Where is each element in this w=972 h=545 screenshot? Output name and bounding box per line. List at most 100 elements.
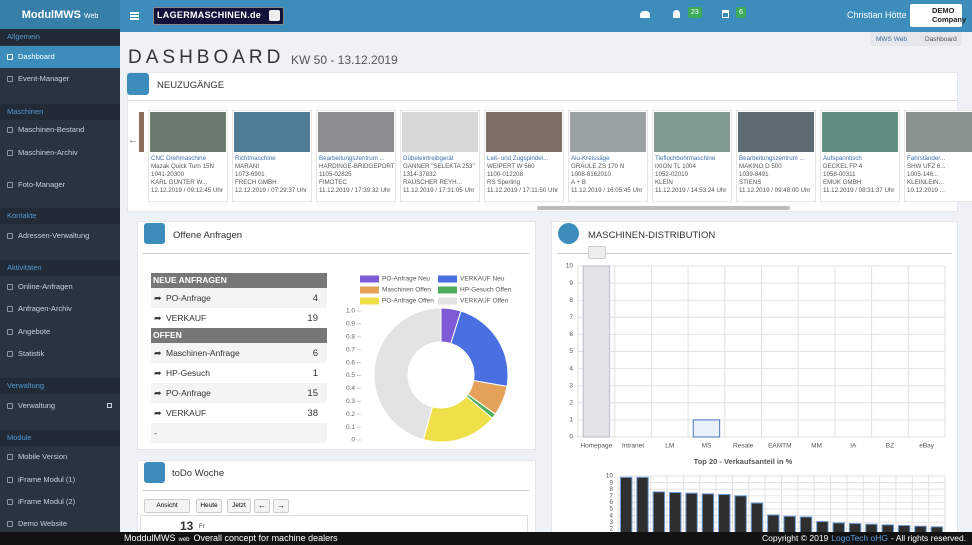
sidebar-section: Aktivitäten	[0, 260, 120, 276]
y-tick-label: 0.8	[346, 334, 355, 341]
doughnut-slice	[450, 310, 509, 387]
calendar-icon[interactable]	[722, 10, 729, 18]
card-line: 11.12.2019 / 08:31:37 Uhr	[823, 187, 895, 194]
y-tick-label: 0.5	[346, 372, 355, 379]
card-line: Bearbeitungszentrum ...	[319, 155, 385, 162]
sidebar-link[interactable]: Statistik	[18, 349, 45, 358]
bell-icon[interactable]	[673, 10, 680, 18]
card-line: Richtmaschine	[235, 155, 276, 162]
table-row	[151, 343, 327, 363]
card-line: 11.12.2019 / 16:05:45 Uhr	[571, 187, 643, 194]
card-image	[822, 112, 898, 152]
card-line: A + B	[571, 179, 586, 186]
legend-label: HP-Gesuch Offen	[460, 287, 512, 294]
sidebar-section: Kontakte	[0, 208, 120, 224]
row-name: Maschinen-Anfrage	[166, 348, 240, 358]
sidebar-icon	[7, 54, 13, 60]
legend-swatch	[438, 297, 457, 305]
sidebar-icon	[7, 306, 13, 312]
card-line: 1100-012208	[487, 171, 524, 178]
card-line: 10.12.2019 ...	[907, 187, 945, 194]
card-image	[150, 112, 226, 152]
y-tick-label: 10	[566, 263, 574, 270]
bar	[865, 523, 878, 532]
sidebar-icon	[7, 477, 13, 483]
sidebar-link[interactable]: Foto-Manager	[18, 180, 66, 189]
panel-divider	[143, 253, 529, 254]
y-tick-label: 3	[609, 519, 613, 526]
sidebar-icon	[7, 233, 13, 239]
toolbar-button[interactable]: Ansicht	[144, 499, 190, 513]
y-tick-label: 3	[569, 382, 573, 389]
sidebar-link[interactable]: Demo Website	[18, 519, 68, 528]
chart-button[interactable]	[588, 246, 606, 259]
bar	[930, 526, 944, 532]
bar	[685, 492, 698, 532]
sidebar-link[interactable]: iFrame Modul (2)	[18, 497, 76, 506]
sidebar-icon	[7, 76, 13, 82]
y-tick-label: 0.6	[346, 359, 355, 366]
chart-title: Top 20 - Verkaufsanteil in %	[694, 457, 793, 466]
sidebar-icon	[7, 329, 13, 335]
bar	[652, 491, 666, 532]
card-line: 1073-6901	[235, 171, 265, 178]
toolbar-button[interactable]: Jetzt	[227, 499, 251, 513]
users-icon[interactable]	[640, 11, 650, 18]
sidebar-link[interactable]: Anfragen-Archiv	[18, 304, 72, 313]
breadcrumb[interactable]: MWS Web	[876, 36, 907, 43]
menu-toggle[interactable]	[130, 12, 139, 14]
notification-badge: 23	[688, 7, 702, 18]
card-image	[486, 112, 562, 152]
brand-name: ModulMWS	[21, 9, 81, 21]
nav-button[interactable]: ←	[254, 499, 270, 513]
card-line: Mazak Quick Turn 15N	[151, 163, 214, 170]
card-line: Dübeleintreibgerät	[403, 155, 454, 162]
share-icon: ➦	[154, 388, 162, 398]
card-line: GRAULE ZS 170 N	[571, 163, 625, 170]
nav-button[interactable]: →	[273, 499, 289, 513]
bar	[734, 495, 747, 532]
sidebar-link[interactable]: Online-Anfragen	[18, 282, 73, 291]
toolbar-button[interactable]: Heute	[196, 499, 222, 513]
carousel-prev[interactable]: ←	[128, 135, 138, 146]
sidebar-link[interactable]: Dashboard	[18, 52, 55, 61]
footer-company[interactable]: LogoTech oHG	[831, 533, 888, 543]
x-tick-label: IA	[850, 443, 857, 450]
bar	[636, 476, 649, 532]
y-tick-label: 6	[569, 331, 573, 338]
footer-right: Copyright © 2019 LogoTech oHG - All rights…	[762, 533, 966, 543]
sidebar-link[interactable]: iFrame Modul (1)	[18, 475, 76, 484]
company-logo: DEMO Company	[910, 4, 966, 27]
sidebar-link[interactable]: Maschinen-Bestand	[18, 125, 85, 134]
sidebar-link[interactable]: Adressen-Verwaltung	[18, 231, 90, 240]
card-line: Tieflochbohrmaschine	[655, 155, 716, 162]
sidebar-link[interactable]: Mobile Version	[18, 452, 68, 461]
distribution-chart: 0 1 2 3 4 5 6 7 8 9 10 Homepage Intranet LM MS Resale EA…	[566, 263, 946, 450]
todo-weekday: Fr	[199, 524, 205, 530]
bar	[767, 514, 780, 532]
legend-swatch	[360, 297, 379, 305]
card-line: MAKINO D 500	[739, 163, 782, 170]
panel-title: NEUZUGÄNGE	[157, 80, 225, 91]
x-tick-label: eBay	[919, 443, 935, 450]
panel-divider	[127, 100, 958, 101]
y-tick-label: 0	[569, 434, 573, 441]
legend-label: PO-Anfrage Offen	[382, 298, 434, 305]
card-line: RAUSCHER REYH...	[403, 179, 462, 186]
card-line: 11.12.2019 / 17:39:32 Uhr	[319, 187, 391, 194]
sidebar-link[interactable]: Angebote	[18, 327, 51, 336]
sidebar-section: Verwaltung	[0, 378, 120, 394]
y-tick-label: 0.1	[346, 424, 355, 431]
card-line: HARDINGE-BRIDGEPORT V...	[319, 163, 396, 170]
x-tick-label: MM	[811, 443, 822, 450]
sidebar-link[interactable]: Event-Manager	[18, 74, 70, 83]
card-line: Leit- und Zugspindel...	[487, 155, 549, 162]
sidebar-link[interactable]: Maschinen-Archiv	[18, 148, 78, 157]
footer-brand-suffix: web	[178, 537, 190, 543]
page-title: DASHBOARD	[128, 47, 285, 68]
panel-divider	[143, 490, 529, 491]
y-tick-label: 9	[609, 479, 613, 486]
distribution-panel	[551, 221, 958, 541]
sidebar-link[interactable]: Verwaltung	[18, 401, 56, 410]
user-name[interactable]: Christian Hötte	[847, 10, 907, 20]
